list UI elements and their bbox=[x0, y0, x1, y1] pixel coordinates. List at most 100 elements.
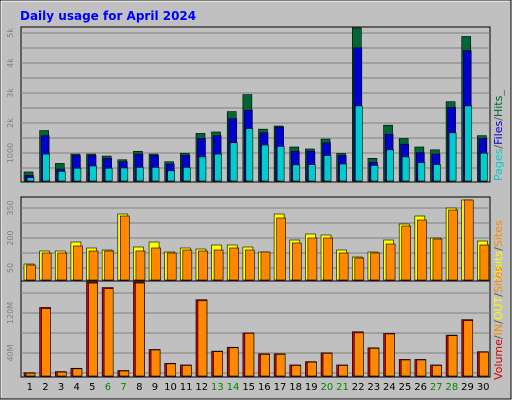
bar-pages-day-18 bbox=[292, 164, 301, 182]
bar-sites-day-1 bbox=[26, 264, 36, 281]
x-tick-label: 15 bbox=[242, 382, 255, 393]
legend-entry: Sites bbox=[492, 266, 505, 293]
bar-pages-day-3 bbox=[57, 171, 66, 182]
bar-pages-day-19 bbox=[308, 164, 316, 182]
bar-sites-day-24 bbox=[385, 243, 396, 281]
bar-pages-day-29 bbox=[464, 105, 473, 182]
bar-in-day-29 bbox=[463, 320, 474, 377]
bar-pages-day-21 bbox=[339, 163, 347, 182]
bar-sites-day-15 bbox=[245, 249, 255, 281]
x-tick-label: 29 bbox=[461, 382, 474, 393]
bar-in-day-21 bbox=[338, 365, 348, 377]
bar-pages-day-15 bbox=[245, 128, 254, 182]
bar-in-day-27 bbox=[432, 365, 442, 377]
bar-sites-day-28 bbox=[448, 209, 458, 281]
x-tick-label: 17 bbox=[274, 382, 287, 393]
bar-in-day-20 bbox=[322, 353, 333, 377]
bar-pages-day-17 bbox=[276, 146, 285, 182]
y-tick-label: 120M bbox=[6, 302, 15, 324]
legend-entry: OUT bbox=[492, 296, 505, 320]
bar-in-day-3 bbox=[56, 371, 67, 377]
x-tick-label: 14 bbox=[227, 382, 240, 393]
legend-entry: Visits bbox=[492, 251, 505, 280]
bar-in-day-25 bbox=[400, 359, 411, 377]
bar-in-day-9 bbox=[150, 349, 161, 377]
bar-in-day-4 bbox=[72, 368, 83, 377]
legend-entry: / bbox=[492, 247, 505, 251]
bar-sites-day-23 bbox=[370, 252, 380, 281]
bar-in-day-6 bbox=[103, 288, 114, 377]
bar-sites-day-2 bbox=[41, 252, 52, 281]
bar-in-day-15 bbox=[244, 333, 255, 377]
x-tick-label: 16 bbox=[258, 382, 271, 393]
bar-pages-day-27 bbox=[433, 164, 441, 182]
x-tick-label: 26 bbox=[414, 382, 427, 393]
bar-in-day-19 bbox=[307, 361, 317, 377]
bar-in-day-12 bbox=[197, 300, 208, 377]
y-tick-label: 200 bbox=[6, 230, 15, 245]
bar-sites-day-29 bbox=[463, 199, 474, 281]
panel-frame bbox=[20, 280, 491, 378]
bar-sites-day-11 bbox=[182, 249, 193, 281]
bar-sites-day-3 bbox=[57, 252, 68, 281]
bar-pages-day-26 bbox=[417, 162, 426, 182]
bar-sites-day-20 bbox=[323, 237, 333, 281]
x-tick-label: 18 bbox=[289, 382, 302, 393]
bar-in-day-22 bbox=[353, 332, 364, 377]
bar-pages-day-11 bbox=[183, 167, 191, 182]
bar-pages-day-8 bbox=[136, 167, 144, 182]
bar-pages-day-9 bbox=[151, 167, 160, 182]
x-tick-label: 19 bbox=[305, 382, 318, 393]
bar-sites-day-19 bbox=[307, 237, 318, 281]
x-tick-label: 5 bbox=[89, 382, 95, 393]
y-tick-label: 350 bbox=[6, 200, 15, 215]
legend-entry: / bbox=[492, 117, 505, 121]
x-tick-label: 12 bbox=[195, 382, 208, 393]
y-tick-label: 1000 bbox=[6, 143, 15, 163]
panel-frame bbox=[20, 196, 491, 282]
bar-in-day-30 bbox=[479, 351, 489, 377]
legend: Visits/Sites bbox=[492, 220, 505, 280]
x-tick-label: 11 bbox=[180, 382, 193, 393]
y-tick-label: 2k bbox=[6, 118, 15, 128]
bar-in-day-13 bbox=[213, 351, 223, 377]
bar-pages-day-4 bbox=[73, 167, 82, 182]
bar-pages-day-1 bbox=[26, 177, 35, 182]
x-tick-label: 22 bbox=[352, 382, 365, 393]
bar-in-day-26 bbox=[416, 359, 427, 377]
legend-entry: Pages bbox=[492, 148, 505, 181]
bar-pages-day-30 bbox=[480, 152, 488, 182]
bar-sites-day-21 bbox=[338, 252, 349, 281]
bar-pages-day-13 bbox=[214, 153, 222, 182]
day-labels: 1 2 3 4 5 6 7 8 9 10 11 12 13 14 15 16 17 18 19 20 21 22 23 24 2… bbox=[27, 382, 490, 393]
bar-sites-day-13 bbox=[213, 249, 224, 281]
x-tick-label: 8 bbox=[136, 382, 142, 393]
bar-sites-day-18 bbox=[291, 242, 302, 281]
bar-pages-day-5 bbox=[89, 165, 97, 182]
x-tick-label: 2 bbox=[42, 382, 48, 393]
legend-entry: Hits bbox=[492, 95, 505, 117]
bar-sites-day-5 bbox=[88, 250, 99, 281]
bar-sites-day-16 bbox=[260, 251, 271, 281]
x-tick-label: 25 bbox=[399, 382, 412, 393]
bar-pages-day-10 bbox=[167, 170, 175, 182]
bar-sites-day-7 bbox=[120, 215, 130, 281]
x-tick-label: 27 bbox=[430, 382, 443, 393]
bar-sites-day-9 bbox=[151, 247, 161, 281]
x-tick-label: 28 bbox=[446, 382, 459, 393]
bar-sites-day-27 bbox=[432, 238, 443, 281]
x-tick-label: 23 bbox=[367, 382, 380, 393]
bar-in-day-10 bbox=[166, 363, 176, 377]
x-tick-label: 4 bbox=[74, 382, 80, 393]
x-tick-label: 24 bbox=[383, 382, 396, 393]
chart-title: Daily usage for April 2024 bbox=[20, 9, 196, 23]
legend-entry: / bbox=[492, 320, 505, 324]
bar-in-day-11 bbox=[182, 365, 192, 377]
bar-sites-day-30 bbox=[479, 244, 490, 281]
bar-sites-day-25 bbox=[401, 225, 412, 281]
legend-entry: Volume bbox=[492, 339, 505, 380]
x-tick-label: 30 bbox=[477, 382, 490, 393]
